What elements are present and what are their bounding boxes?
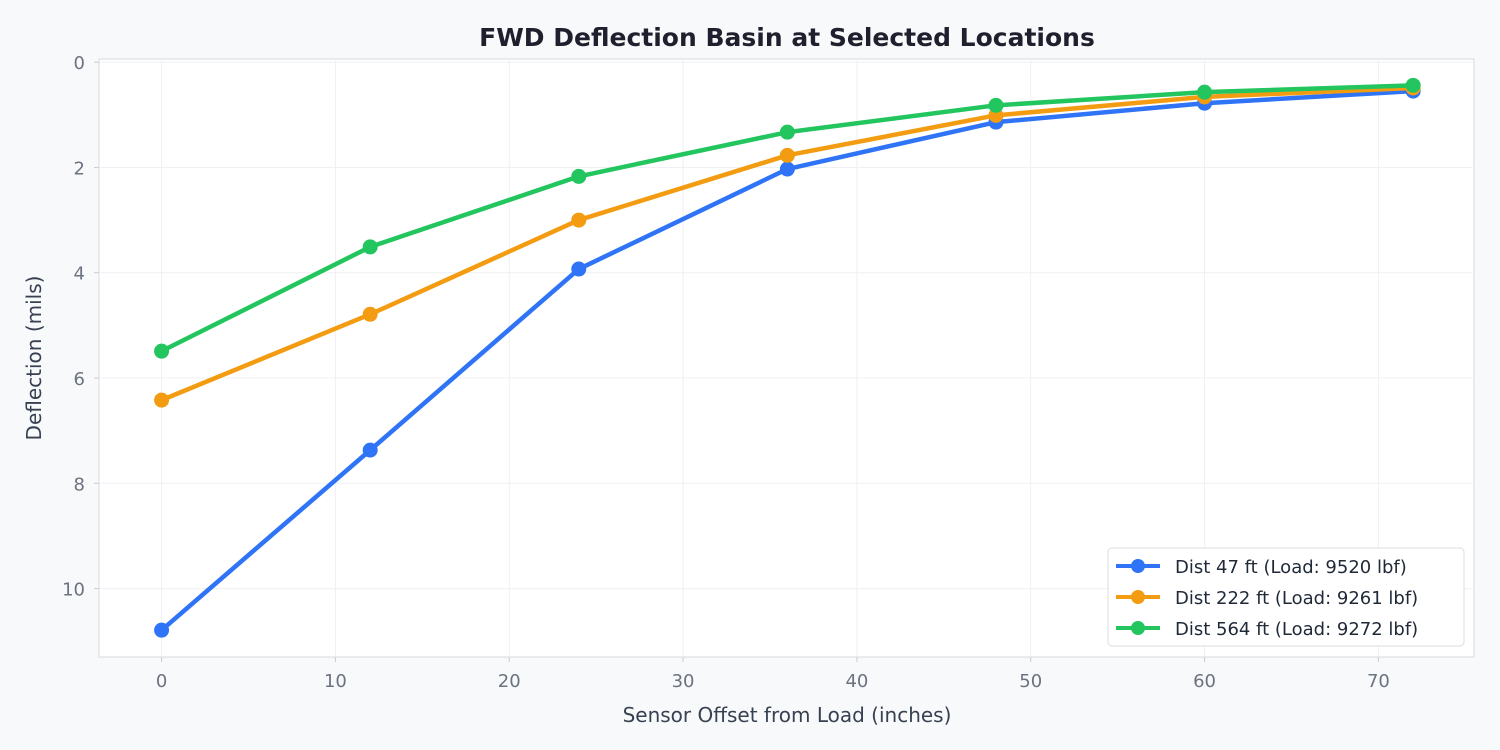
legend-swatch-marker (1131, 559, 1145, 573)
y-tick-label: 6 (74, 369, 85, 390)
data-point (362, 306, 378, 322)
data-point (571, 261, 587, 277)
data-point (988, 97, 1004, 113)
x-axis-label: Sensor Offset from Load (inches) (623, 703, 952, 727)
y-tick-label: 10 (62, 580, 85, 601)
x-tick-label: 60 (1193, 671, 1216, 692)
data-point (154, 392, 170, 408)
legend-swatch-marker (1131, 590, 1145, 604)
legend: Dist 47 ft (Load: 9520 lbf) Dist 222 ft (… (1107, 547, 1465, 647)
y-tick-label: 2 (74, 158, 85, 179)
series-group (154, 77, 1421, 638)
x-tick-label: 40 (845, 671, 868, 692)
data-point (362, 239, 378, 255)
y-axis-label: Deflection (mils) (22, 276, 46, 441)
data-point (779, 161, 795, 177)
data-point (362, 442, 378, 458)
legend-label: Dist 564 ft (Load: 9272 lbf) (1175, 619, 1418, 640)
data-point (779, 147, 795, 163)
data-point (154, 343, 170, 359)
legend-label: Dist 47 ft (Load: 9520 lbf) (1175, 557, 1407, 578)
ticks: 0 10 20 30 40 50 60 70 0 2 4 6 8 10 (62, 53, 1390, 692)
x-tick-label: 50 (1019, 671, 1042, 692)
data-point (154, 622, 170, 638)
y-tick-label: 8 (74, 474, 85, 495)
legend-swatch-marker (1131, 621, 1145, 635)
data-point (1405, 77, 1421, 93)
y-tick-label: 4 (74, 264, 85, 285)
y-tick-label: 0 (74, 53, 85, 74)
data-point (1197, 84, 1213, 100)
legend-box (1107, 547, 1465, 647)
x-tick-label: 20 (498, 671, 521, 692)
data-point (779, 124, 795, 140)
legend-label: Dist 222 ft (Load: 9261 lbf) (1175, 588, 1418, 609)
data-point (571, 212, 587, 228)
x-tick-label: 30 (672, 671, 695, 692)
x-tick-label: 10 (324, 671, 347, 692)
x-tick-label: 70 (1367, 671, 1390, 692)
x-tick-label: 0 (156, 671, 167, 692)
data-point (571, 168, 587, 184)
chart-title: FWD Deflection Basin at Selected Locatio… (479, 23, 1095, 52)
